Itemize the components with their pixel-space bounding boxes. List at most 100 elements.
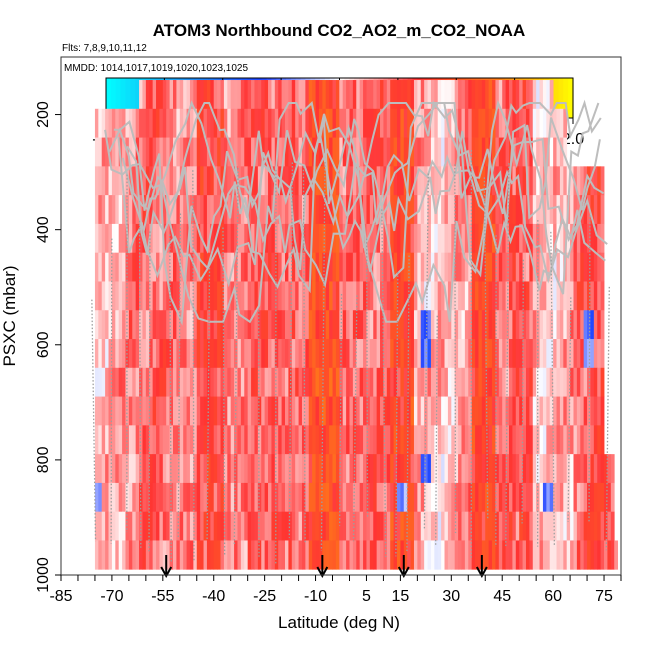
heatmap-cell [417, 80, 422, 110]
heatmap-cell [417, 166, 422, 196]
heatmap-cell [420, 252, 425, 282]
heatmap-cell [532, 339, 537, 369]
heatmap-cell [532, 137, 537, 167]
heatmap-cell [614, 540, 619, 570]
heatmap-cell [403, 108, 408, 138]
heatmap-cell [213, 511, 218, 541]
heatmap-cell [223, 367, 228, 397]
heatmap-cell [434, 108, 439, 138]
heatmap-cell [169, 454, 174, 484]
heatmap-cell [546, 166, 551, 196]
heatmap-cell [132, 454, 137, 484]
heatmap-cell [111, 339, 116, 369]
heatmap-cell [128, 281, 133, 311]
heatmap-cell [234, 482, 238, 513]
heatmap-cell [322, 195, 327, 225]
heatmap-cell [407, 396, 411, 426]
heatmap-cell [461, 281, 466, 311]
heatmap-cell [498, 137, 503, 167]
heatmap-cell [291, 166, 296, 196]
heatmap-cell [251, 396, 255, 426]
heatmap-cell [305, 425, 310, 455]
heatmap-cell [268, 166, 272, 196]
heatmap-cell [495, 396, 500, 426]
heatmap-cell [247, 454, 252, 484]
heatmap-cell [166, 80, 171, 110]
heatmap-cell [369, 339, 374, 369]
heatmap-cell [244, 252, 249, 282]
heatmap-cell [566, 166, 571, 196]
heatmap-cell [468, 281, 473, 311]
heatmap-cell [128, 223, 133, 254]
heatmap-cell [240, 108, 245, 138]
heatmap-cell [410, 454, 415, 484]
heatmap-cell [444, 80, 449, 110]
heatmap-cell [536, 540, 540, 570]
heatmap-cell [278, 425, 283, 455]
heatmap-cell [580, 310, 585, 340]
heatmap-cell [308, 396, 313, 426]
heatmap-cell [264, 482, 269, 513]
heatmap-cell [556, 252, 561, 282]
heatmap-cell [335, 310, 340, 340]
heatmap-cell [522, 137, 527, 167]
heatmap-cell [257, 310, 262, 340]
heatmap-cell [278, 396, 283, 426]
heatmap-cell [597, 339, 602, 369]
heatmap-cell [278, 223, 283, 254]
heatmap-cell [152, 339, 157, 369]
heatmap-cell [461, 223, 466, 254]
heatmap-cell [206, 540, 211, 570]
heatmap-cell [587, 223, 591, 254]
heatmap-cell [108, 454, 113, 484]
heatmap-cell [101, 281, 106, 311]
heatmap-cell [257, 482, 262, 513]
heatmap-cell [108, 339, 113, 369]
heatmap-cell [563, 223, 568, 254]
heatmap-cell [536, 310, 540, 340]
heatmap-cell [597, 166, 602, 196]
heatmap-cell [373, 223, 378, 254]
heatmap-cell [563, 454, 568, 484]
heatmap-cell [139, 195, 143, 225]
heatmap-cell [179, 511, 184, 541]
heatmap-cell [481, 396, 486, 426]
heatmap-cell [488, 482, 493, 513]
heatmap-cell [111, 166, 116, 196]
heatmap-cell [342, 281, 347, 311]
heatmap-cell [145, 339, 150, 369]
heatmap-cell [454, 425, 459, 455]
heatmap-cell [152, 80, 157, 110]
heatmap-cell [576, 396, 581, 426]
heatmap-cell [176, 367, 181, 397]
heatmap-cell [539, 339, 544, 369]
heatmap-cell [461, 108, 466, 138]
heatmap-cell [393, 80, 398, 110]
heatmap-cell [230, 482, 235, 513]
heatmap-cell [254, 339, 259, 369]
heatmap-cell [441, 425, 445, 455]
y-tick-label: 1000 [35, 557, 52, 593]
heatmap-cell [247, 425, 252, 455]
heatmap-cell [152, 454, 157, 484]
heatmap-cell [468, 310, 473, 340]
heatmap-cell [556, 396, 561, 426]
heatmap-cell [132, 425, 137, 455]
heatmap-cell [152, 195, 157, 225]
heatmap-cell [210, 166, 215, 196]
flight-track-lines [104, 99, 608, 326]
heatmap-cell [98, 396, 103, 426]
x-tick-label: -70 [100, 588, 123, 605]
heatmap-cell [251, 281, 255, 311]
heatmap-cell [502, 281, 507, 311]
heatmap-cell [546, 223, 551, 254]
heatmap-cell [115, 540, 120, 570]
heatmap-cell [407, 80, 411, 110]
heatmap-cell [597, 425, 602, 455]
heatmap-cell [101, 396, 106, 426]
heatmap-cell [430, 195, 435, 225]
heatmap-cell [559, 195, 564, 225]
heatmap-cell [519, 310, 523, 340]
heatmap-cell [339, 310, 344, 340]
heatmap-cell [271, 108, 276, 138]
